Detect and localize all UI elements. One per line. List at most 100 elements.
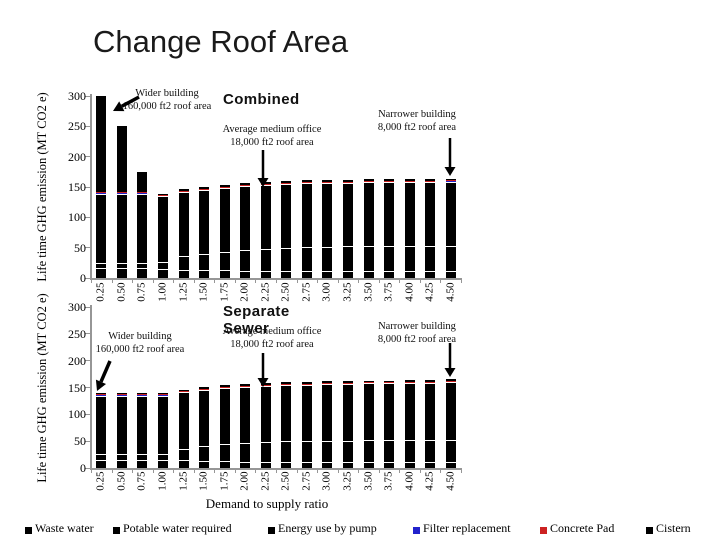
bar-segment-energy-use-by-pump bbox=[342, 182, 353, 247]
bar-segment-separator bbox=[301, 461, 312, 463]
x-tick-mark bbox=[419, 280, 421, 283]
bar-segment-waste-water bbox=[281, 461, 292, 468]
bar-segment-separator bbox=[219, 251, 230, 253]
x-tick-mark bbox=[193, 280, 195, 283]
bar-segment-energy-use-by-pump bbox=[342, 383, 353, 441]
bar-segment-concrete-pad bbox=[116, 192, 127, 194]
bar-segment-energy-use-by-pump bbox=[322, 182, 333, 248]
bar-segment-concrete-pad bbox=[219, 386, 230, 388]
bar-segment-filter-replacement bbox=[137, 193, 148, 194]
x-tick-mark bbox=[132, 280, 134, 283]
bar-segment-concrete-pad bbox=[384, 382, 395, 383]
bar-segment-cistern bbox=[342, 179, 353, 182]
bar-segment-energy-use-by-pump bbox=[116, 395, 127, 455]
bar-segment-potable-water-required bbox=[342, 246, 353, 271]
bar-segment-energy-use-by-pump bbox=[363, 383, 374, 441]
bar-segment-waste-water bbox=[425, 270, 436, 278]
bar-segment-separator bbox=[137, 454, 148, 456]
bar-segment-separator bbox=[96, 459, 107, 461]
y-tick-label: 300 bbox=[68, 89, 86, 103]
bar-segment-separator bbox=[384, 461, 395, 463]
bar-segment-separator bbox=[137, 193, 148, 195]
bar-segment-filter-replacement bbox=[240, 386, 251, 387]
y-axis-line bbox=[90, 305, 92, 468]
y-tick-mark bbox=[85, 277, 90, 279]
y-tick-mark bbox=[85, 413, 90, 415]
bar-segment-separator bbox=[157, 395, 168, 397]
bar-segment-energy-use-by-pump bbox=[137, 395, 148, 455]
bar-segment-cistern bbox=[96, 96, 107, 193]
y-tick-mark bbox=[85, 360, 90, 362]
x-tick-label: 3.75 bbox=[382, 282, 395, 302]
bar-segment-potable-water-required bbox=[425, 246, 436, 271]
x-tick-mark bbox=[173, 470, 175, 473]
bar-segment-cistern bbox=[363, 380, 374, 383]
annotation-line: 8,000 ft2 roof area bbox=[377, 333, 457, 345]
bar-segment-separator bbox=[445, 181, 456, 183]
bar-segment-potable-water-required bbox=[281, 247, 292, 271]
bar-segment-separator bbox=[137, 459, 148, 461]
y-tick-label: 100 bbox=[68, 407, 86, 422]
bar-segment-waste-water bbox=[96, 459, 107, 468]
x-tick-label: 1.50 bbox=[197, 282, 210, 302]
bar-segment-separator bbox=[178, 256, 189, 258]
legend-label-energy-use-by-pump: Energy use by pump bbox=[278, 521, 377, 535]
x-tick-label: 2.50 bbox=[279, 282, 292, 302]
bar-segment-waste-water bbox=[342, 461, 353, 468]
bar-segment-separator bbox=[301, 183, 312, 185]
bar-segment-concrete-pad bbox=[116, 394, 127, 395]
annotation-wider: Wider building 160,000 ft2 roof area bbox=[72, 88, 262, 113]
x-tick-label: 1.75 bbox=[218, 471, 231, 491]
bar-segment-potable-water-required bbox=[137, 454, 148, 460]
annotation-wider: Wider building 160,000 ft2 roof area bbox=[45, 331, 235, 356]
bar-segment-energy-use-by-pump bbox=[404, 182, 415, 247]
bar-segment-separator bbox=[301, 384, 312, 386]
bar-segment-separator bbox=[404, 461, 415, 463]
bar-segment-potable-water-required bbox=[281, 441, 292, 462]
x-tick-label: 3.00 bbox=[320, 282, 333, 302]
bar-segment-cistern bbox=[445, 379, 456, 382]
bar-segment-potable-water-required bbox=[96, 454, 107, 460]
bar-segment-waste-water bbox=[157, 268, 168, 278]
bar-segment-separator bbox=[199, 190, 210, 192]
y-tick-label: 250 bbox=[68, 326, 86, 341]
x-tick-label: 2.00 bbox=[238, 282, 251, 302]
bar-segment-concrete-pad bbox=[157, 194, 168, 196]
bar-segment-separator bbox=[219, 444, 230, 446]
bar-segment-waste-water bbox=[363, 270, 374, 278]
bar-segment-concrete-pad bbox=[425, 381, 436, 383]
bar-segment-energy-use-by-pump bbox=[425, 182, 436, 247]
x-tick-mark bbox=[399, 470, 401, 473]
legend-marker-filter-replacement bbox=[413, 527, 420, 534]
bar-segment-separator bbox=[260, 248, 271, 250]
bar-segment-cistern bbox=[178, 389, 189, 392]
annotation-line: Average medium office bbox=[222, 326, 322, 337]
bar-segment-separator bbox=[240, 250, 251, 252]
legend-marker-concrete-pad bbox=[540, 527, 547, 534]
bar-segment-cistern bbox=[425, 379, 436, 382]
bar-segment-separator bbox=[116, 459, 127, 461]
bar-segment-potable-water-required bbox=[445, 439, 456, 462]
slide-title: Change Roof Area bbox=[93, 24, 349, 59]
bar-segment-separator bbox=[425, 182, 436, 184]
bar-segment-potable-water-required bbox=[301, 441, 312, 462]
bar-segment-cistern bbox=[363, 179, 374, 181]
x-tick-label: 1.00 bbox=[156, 471, 169, 491]
bar-segment-separator bbox=[425, 270, 436, 272]
bar-segment-concrete-pad bbox=[301, 383, 312, 385]
x-tick-label: 1.00 bbox=[156, 282, 169, 302]
bar-segment-separator bbox=[157, 454, 168, 456]
bar-segment-waste-water bbox=[425, 461, 436, 468]
bar-segment-separator bbox=[199, 270, 210, 272]
bar-segment-separator bbox=[342, 383, 353, 385]
x-tick-label: 1.50 bbox=[197, 471, 210, 491]
bar-segment-cistern bbox=[281, 180, 292, 183]
bar-segment-potable-water-required bbox=[240, 250, 251, 271]
bar-segment-energy-use-by-pump bbox=[157, 196, 168, 263]
x-tick-label: 0.25 bbox=[94, 282, 107, 302]
bar-segment-separator bbox=[425, 461, 436, 463]
bar-segment-filter-replacement bbox=[425, 382, 436, 383]
bar-segment-potable-water-required bbox=[301, 247, 312, 271]
bar-segment-filter-replacement bbox=[404, 382, 415, 383]
bar-segment-separator bbox=[116, 262, 127, 264]
